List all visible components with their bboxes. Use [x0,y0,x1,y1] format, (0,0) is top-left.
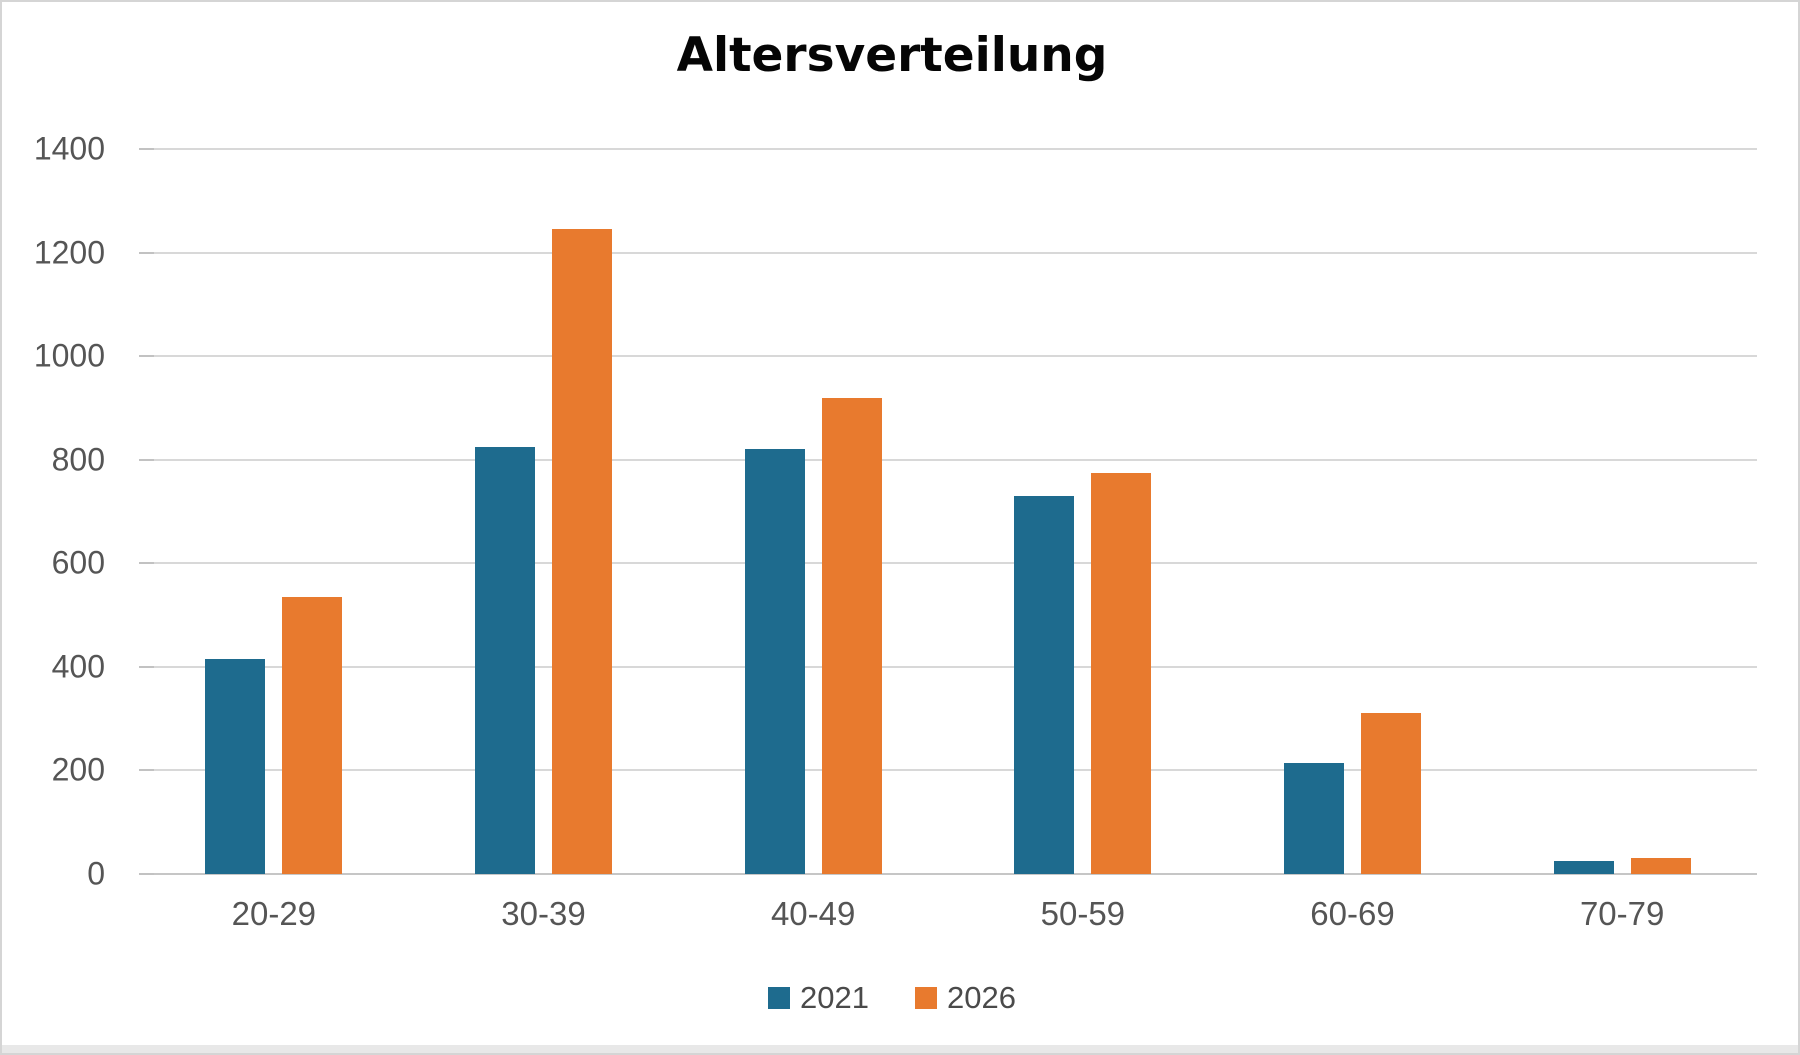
bar-2026-20-29 [282,596,343,874]
gridline-1200 [139,251,1757,254]
y-tick-label-600: 600 [51,544,105,581]
legend-label-2026: 2026 [947,980,1016,1015]
legend-swatch-2026 [915,987,937,1009]
bar-series [139,149,1757,874]
bar-2021-20-29 [205,659,266,874]
gridline-1000 [139,355,1757,358]
axis-tick-1400 [139,148,154,150]
y-tick-label-1200: 1200 [33,234,105,271]
gridline-400 [139,665,1757,668]
bottom-strip [2,1045,1798,1053]
y-tick-label-400: 400 [51,648,105,685]
bar-2021-30-39 [474,446,535,874]
legend-label-2021: 2021 [800,980,869,1015]
bar-group-60-69 [1218,149,1488,874]
x-category-label-40-49: 40-49 [770,895,856,932]
bar-2026-40-49 [821,397,882,874]
bar-group-50-59 [948,149,1218,874]
y-tick-label-1000: 1000 [33,337,105,374]
x-category-label-50-59: 50-59 [1040,895,1126,932]
x-category-label-60-69: 60-69 [1310,895,1395,932]
y-tick-label-0: 0 [87,855,105,892]
y-tick-label-800: 800 [51,441,105,478]
x-axis-labels: 20-29 30-39 40-49 50-59 60-69 70-79 [139,895,1757,941]
bar-group-20-29 [139,149,409,874]
y-tick-label-200: 200 [51,751,105,788]
gridline-800 [139,458,1757,461]
bar-2021-40-49 [744,449,805,874]
bar-2021-70-79 [1553,861,1614,874]
axis-tick-1200 [139,251,154,254]
bar-group-30-39 [409,149,679,874]
gridline-0 [139,873,1757,875]
axis-tick-0 [139,873,154,875]
x-category-label-70-79: 70-79 [1579,895,1665,932]
gridline-600 [139,562,1757,565]
x-category-label-30-39: 30-39 [501,895,586,932]
x-category-label-20-29: 20-29 [231,895,317,932]
bar-2021-50-59 [1014,495,1075,874]
legend-item-2021: 2021 [768,980,869,1016]
legend-swatch-2021 [768,987,791,1009]
bar-2026-60-69 [1360,713,1421,874]
legend-item-2026: 2026 [915,980,1016,1016]
bar-2021-60-69 [1283,762,1344,874]
chart-title: Altersverteilung [676,28,1108,83]
bar-2026-70-79 [1630,858,1691,874]
axis-tick-200 [139,769,154,772]
axis-tick-1000 [139,355,154,358]
plot-area [139,148,1757,875]
bar-2026-30-39 [551,229,612,874]
y-tick-label-1400: 1400 [33,130,105,167]
gridline-1400 [139,148,1757,150]
gridline-200 [139,769,1757,772]
legend: 2021 2026 [2,980,1782,1016]
axis-tick-600 [139,562,154,565]
bar-group-40-49 [678,149,948,874]
axis-tick-400 [139,665,154,668]
y-axis-labels: 0 200 400 600 800 1000 1200 1400 [2,131,105,892]
bar-2026-50-59 [1091,472,1152,874]
bar-group-70-79 [1487,149,1757,874]
axis-tick-800 [139,458,154,461]
